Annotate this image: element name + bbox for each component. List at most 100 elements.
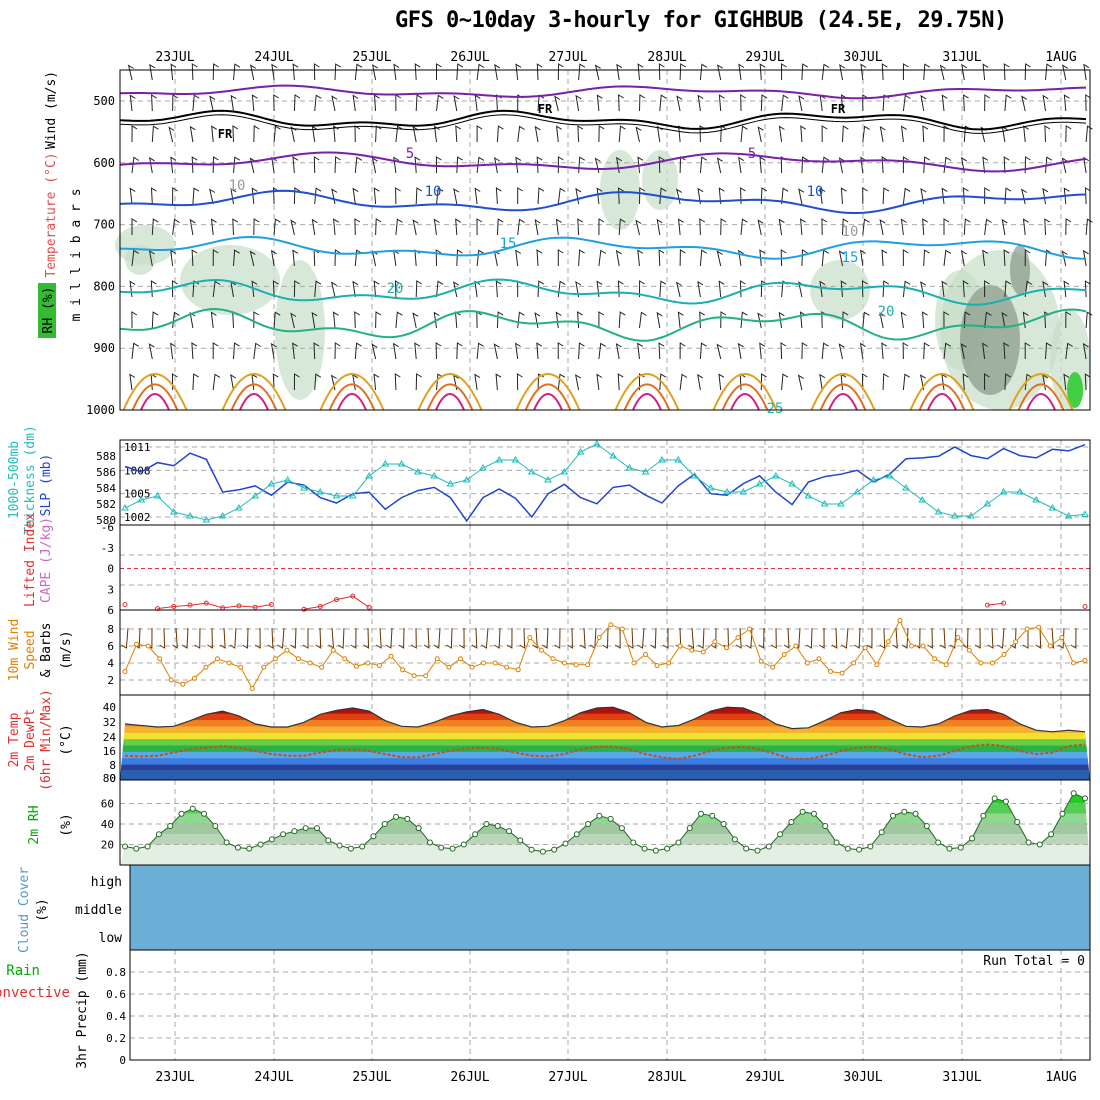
wind-barb (616, 63, 623, 81)
wind-barb (639, 311, 647, 329)
contour-minus5 (119, 84, 1087, 100)
wind-barb (923, 249, 930, 267)
wind-barb (922, 125, 929, 143)
wind-barb (862, 311, 870, 329)
wind-barb (943, 249, 952, 267)
wind10-barb (423, 627, 430, 649)
wind10-point (538, 647, 544, 653)
thickness-point (169, 508, 178, 515)
wind-barb (131, 342, 139, 360)
wind-barb (962, 187, 969, 205)
wind-barb (919, 374, 926, 391)
wind10-barb (997, 627, 1005, 649)
wind-barb (515, 63, 522, 81)
date-label-top: 23JUL (155, 50, 194, 65)
rh-band (120, 813, 1090, 824)
wind10-barb (723, 627, 730, 649)
wind-barb (131, 125, 138, 143)
wind-barb (453, 281, 460, 298)
wind-barb (739, 373, 746, 391)
wind-barb (1003, 63, 1010, 81)
li-point (122, 601, 128, 607)
date-label-bottom: 25JUL (352, 1070, 391, 1085)
wind10-barb (637, 627, 645, 649)
wind-barb (618, 218, 626, 236)
wind-barb (334, 249, 341, 267)
thickness-point (381, 460, 390, 467)
wind10-barb (987, 627, 994, 649)
wind10-point (226, 660, 232, 666)
wind-barb (598, 125, 605, 143)
wind-barb (1063, 187, 1070, 205)
wind-barb (151, 94, 157, 112)
wind-barb (720, 218, 727, 236)
wind-barb (941, 187, 948, 205)
wind-barb (798, 188, 805, 205)
wind10-barb (589, 627, 597, 649)
wind10-point (735, 635, 741, 640)
wind-barb (537, 280, 545, 298)
wind-barb (557, 156, 564, 174)
wind-barb (233, 249, 240, 267)
temp-tick: 32 (103, 716, 116, 729)
temp-band (120, 719, 1090, 727)
wind-barb (314, 373, 322, 391)
rh-band (120, 824, 1090, 835)
wind10-point (145, 643, 151, 649)
wind10-point (353, 663, 359, 669)
wind10-point (631, 660, 637, 666)
thickness-point (348, 492, 357, 499)
date-label-bottom: 31JUL (942, 1070, 981, 1085)
wind10-point (770, 664, 776, 670)
temp-band (120, 707, 1090, 708)
wind-barb (984, 94, 991, 112)
cape-ylabel: CAPE (J/kg) (39, 517, 54, 603)
warm-contour (435, 393, 465, 411)
wind-barb (839, 64, 846, 81)
wind-barb (1001, 125, 1008, 143)
wind-barb (801, 249, 808, 267)
wind-barb (476, 218, 483, 236)
wind-barb (495, 280, 502, 298)
wind-barb (801, 342, 808, 360)
wind-barb (436, 280, 444, 298)
thickness-point (430, 472, 439, 479)
wind-barb (210, 311, 217, 329)
wind10-barb (939, 627, 946, 649)
wind-barb (415, 187, 423, 205)
wind-barb (900, 311, 907, 329)
rh-point (449, 845, 456, 852)
thickness-point (1032, 496, 1041, 503)
wind-barb (922, 311, 928, 329)
wind-barb (314, 187, 322, 205)
wind10-point (654, 663, 660, 669)
rh-point (223, 839, 230, 846)
wind-barb (658, 342, 665, 360)
wind-barb (394, 373, 401, 391)
wind10-point (457, 656, 463, 662)
wind10-point (168, 677, 174, 683)
wind10-line (124, 619, 1086, 690)
temp-band-base (120, 770, 1090, 780)
thickness-point (527, 468, 536, 475)
wind-barb (233, 342, 240, 360)
wind-barb (578, 63, 586, 81)
wind-barb (1065, 125, 1072, 143)
date-label-bottom: 23JUL (155, 1070, 194, 1085)
wind-barb (209, 188, 216, 205)
thickness-point (885, 472, 894, 479)
thickness-point (316, 488, 325, 495)
wind-barb (1082, 249, 1089, 267)
wind-barb (1085, 125, 1093, 143)
wind10-point (966, 647, 972, 653)
date-label-top: 1AUG (1045, 50, 1076, 65)
wind10-barb (277, 627, 285, 649)
wind-barb (1044, 125, 1051, 143)
wind-barb (232, 218, 239, 236)
wind-barb (740, 187, 746, 205)
wind-barb (982, 342, 988, 360)
wind10-point (481, 660, 487, 666)
wind10-barb (471, 627, 478, 649)
wind-barb (578, 342, 585, 360)
